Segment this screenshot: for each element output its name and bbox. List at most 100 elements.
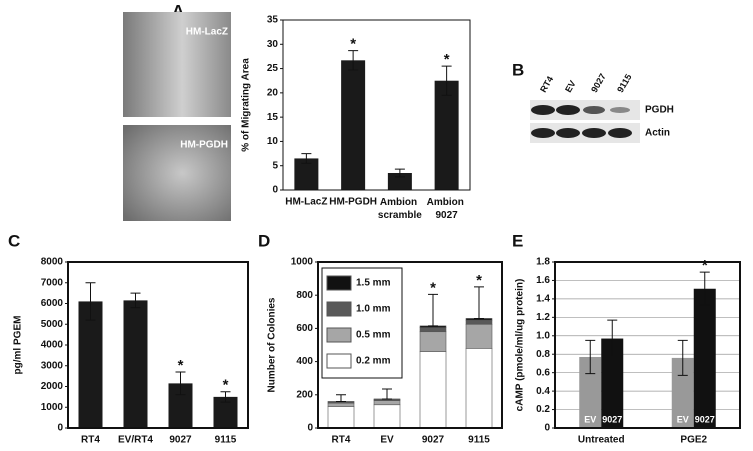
panel-label: E [512, 231, 523, 250]
y-tick-label: 0 [544, 423, 550, 434]
y-tick-label: 15 [267, 112, 279, 123]
y-tick-label: 200 [296, 389, 313, 400]
bar-segment [420, 332, 446, 352]
bar-segment [374, 405, 400, 428]
y-tick-label: 20 [267, 87, 279, 98]
blot-row-label: PGDH [645, 105, 674, 116]
x-tick-label: RT4 [332, 435, 351, 446]
x-tick-label: 9027 [169, 435, 192, 446]
y-tick-label: 0 [57, 423, 63, 434]
y-tick-label: 0 [307, 423, 313, 434]
y-tick-label: 1000 [291, 257, 314, 268]
x-tick-label-line: 9027 [436, 210, 459, 221]
significance-label: * [430, 279, 436, 296]
significance-label: * [476, 272, 482, 289]
image-label: HM-LacZ [186, 27, 228, 38]
y-tick-label: 1.8 [536, 257, 550, 268]
error-bar [428, 294, 438, 326]
y-tick-label: 1.4 [536, 294, 550, 305]
bar-series-label: 9027 [695, 414, 715, 424]
panel-label: C [8, 231, 20, 250]
significance-label: * [444, 51, 450, 68]
y-tick-label: 0.6 [536, 367, 550, 378]
significance-label: * [350, 36, 356, 53]
bar-series-label: EV [584, 414, 596, 424]
bar-segment [466, 348, 492, 428]
x-tick-label: HM-PGDH [329, 197, 377, 208]
x-tick-label: Ambion 9027 [427, 197, 467, 221]
y-tick-label: 600 [296, 323, 313, 334]
bar [694, 289, 716, 428]
error-bar [336, 395, 346, 402]
y-tick-label: 2000 [41, 381, 64, 392]
lane-label: 9027 [589, 72, 608, 94]
legend-swatch [327, 328, 351, 342]
panel-label: D [258, 231, 270, 250]
bar-segment [328, 406, 354, 428]
bar [124, 300, 148, 428]
bar-segment [328, 403, 354, 406]
legend-swatch [327, 302, 351, 316]
y-tick-label: 0.8 [536, 349, 550, 360]
y-tick-label: 8000 [41, 257, 64, 268]
y-tick-label: 1.6 [536, 275, 550, 286]
lane-label: RT4 [538, 74, 555, 94]
legend-label: 1.5 mm [356, 278, 391, 289]
legend-label: 1.0 mm [356, 304, 391, 315]
x-tick-label: 9115 [468, 435, 490, 446]
y-tick-label: 0.2 [536, 404, 550, 415]
x-tick-label: 9115 [215, 435, 237, 446]
y-axis-label: cAMP (pmole/ml/ug protein) [515, 279, 526, 412]
x-tick-label: EV/RT4 [118, 435, 153, 446]
y-tick-label: 400 [296, 356, 313, 367]
y-tick-label: 1000 [41, 402, 64, 413]
x-tick-label-line: Ambion [380, 197, 420, 208]
y-tick-label: 6000 [41, 298, 64, 309]
significance-label: * [702, 257, 708, 274]
x-tick-label: Ambion scramble [378, 197, 422, 221]
bar-segment [420, 352, 446, 428]
blot-row-label: Actin [645, 128, 670, 139]
y-tick-label: 25 [267, 63, 279, 74]
y-tick-label: 3000 [41, 360, 64, 371]
x-tick-label: RT4 [81, 435, 100, 446]
y-tick-label: 4000 [41, 340, 64, 351]
bar [341, 60, 365, 190]
x-tick-label: Untreated [578, 435, 625, 446]
significance-label: * [223, 377, 229, 394]
y-tick-label: 1.0 [536, 330, 550, 341]
legend-swatch [327, 276, 351, 290]
bar-series-label: 9027 [602, 414, 622, 424]
y-tick-label: 0 [272, 185, 278, 196]
y-tick-label: 30 [267, 39, 279, 50]
y-axis-label: Number of Colonies [267, 297, 278, 392]
legend-label: 0.5 mm [356, 330, 391, 341]
y-tick-label: 5 [272, 160, 278, 171]
y-tick-label: 35 [267, 15, 279, 26]
bar-segment [420, 328, 446, 332]
x-tick-label: PGE2 [680, 435, 707, 446]
bar-segment [466, 320, 492, 324]
significance-label: * [178, 357, 184, 374]
bar-segment [374, 401, 400, 405]
y-axis-label: % of Migrating Area [241, 58, 252, 152]
lane-label: EV [563, 79, 578, 94]
x-tick-label-line: Ambion [427, 197, 467, 208]
x-tick-label: EV [380, 435, 394, 446]
bar-segment [466, 324, 492, 348]
y-tick-label: 7000 [41, 277, 64, 288]
y-axis-label: pg/ml PGEM [13, 316, 24, 375]
error-bar [382, 389, 392, 399]
y-tick-label: 1.2 [536, 312, 550, 323]
legend-label: 0.2 mm [356, 356, 391, 367]
error-bar [474, 287, 484, 319]
panel-label: B [512, 60, 524, 79]
lane-label: 9115 [615, 72, 633, 94]
legend-swatch [327, 354, 351, 368]
y-tick-label: 5000 [41, 319, 64, 330]
y-tick-label: 10 [267, 136, 279, 147]
y-tick-label: 0.4 [536, 386, 550, 397]
y-tick-label: 800 [296, 290, 313, 301]
x-tick-label-line: scramble [378, 210, 422, 221]
